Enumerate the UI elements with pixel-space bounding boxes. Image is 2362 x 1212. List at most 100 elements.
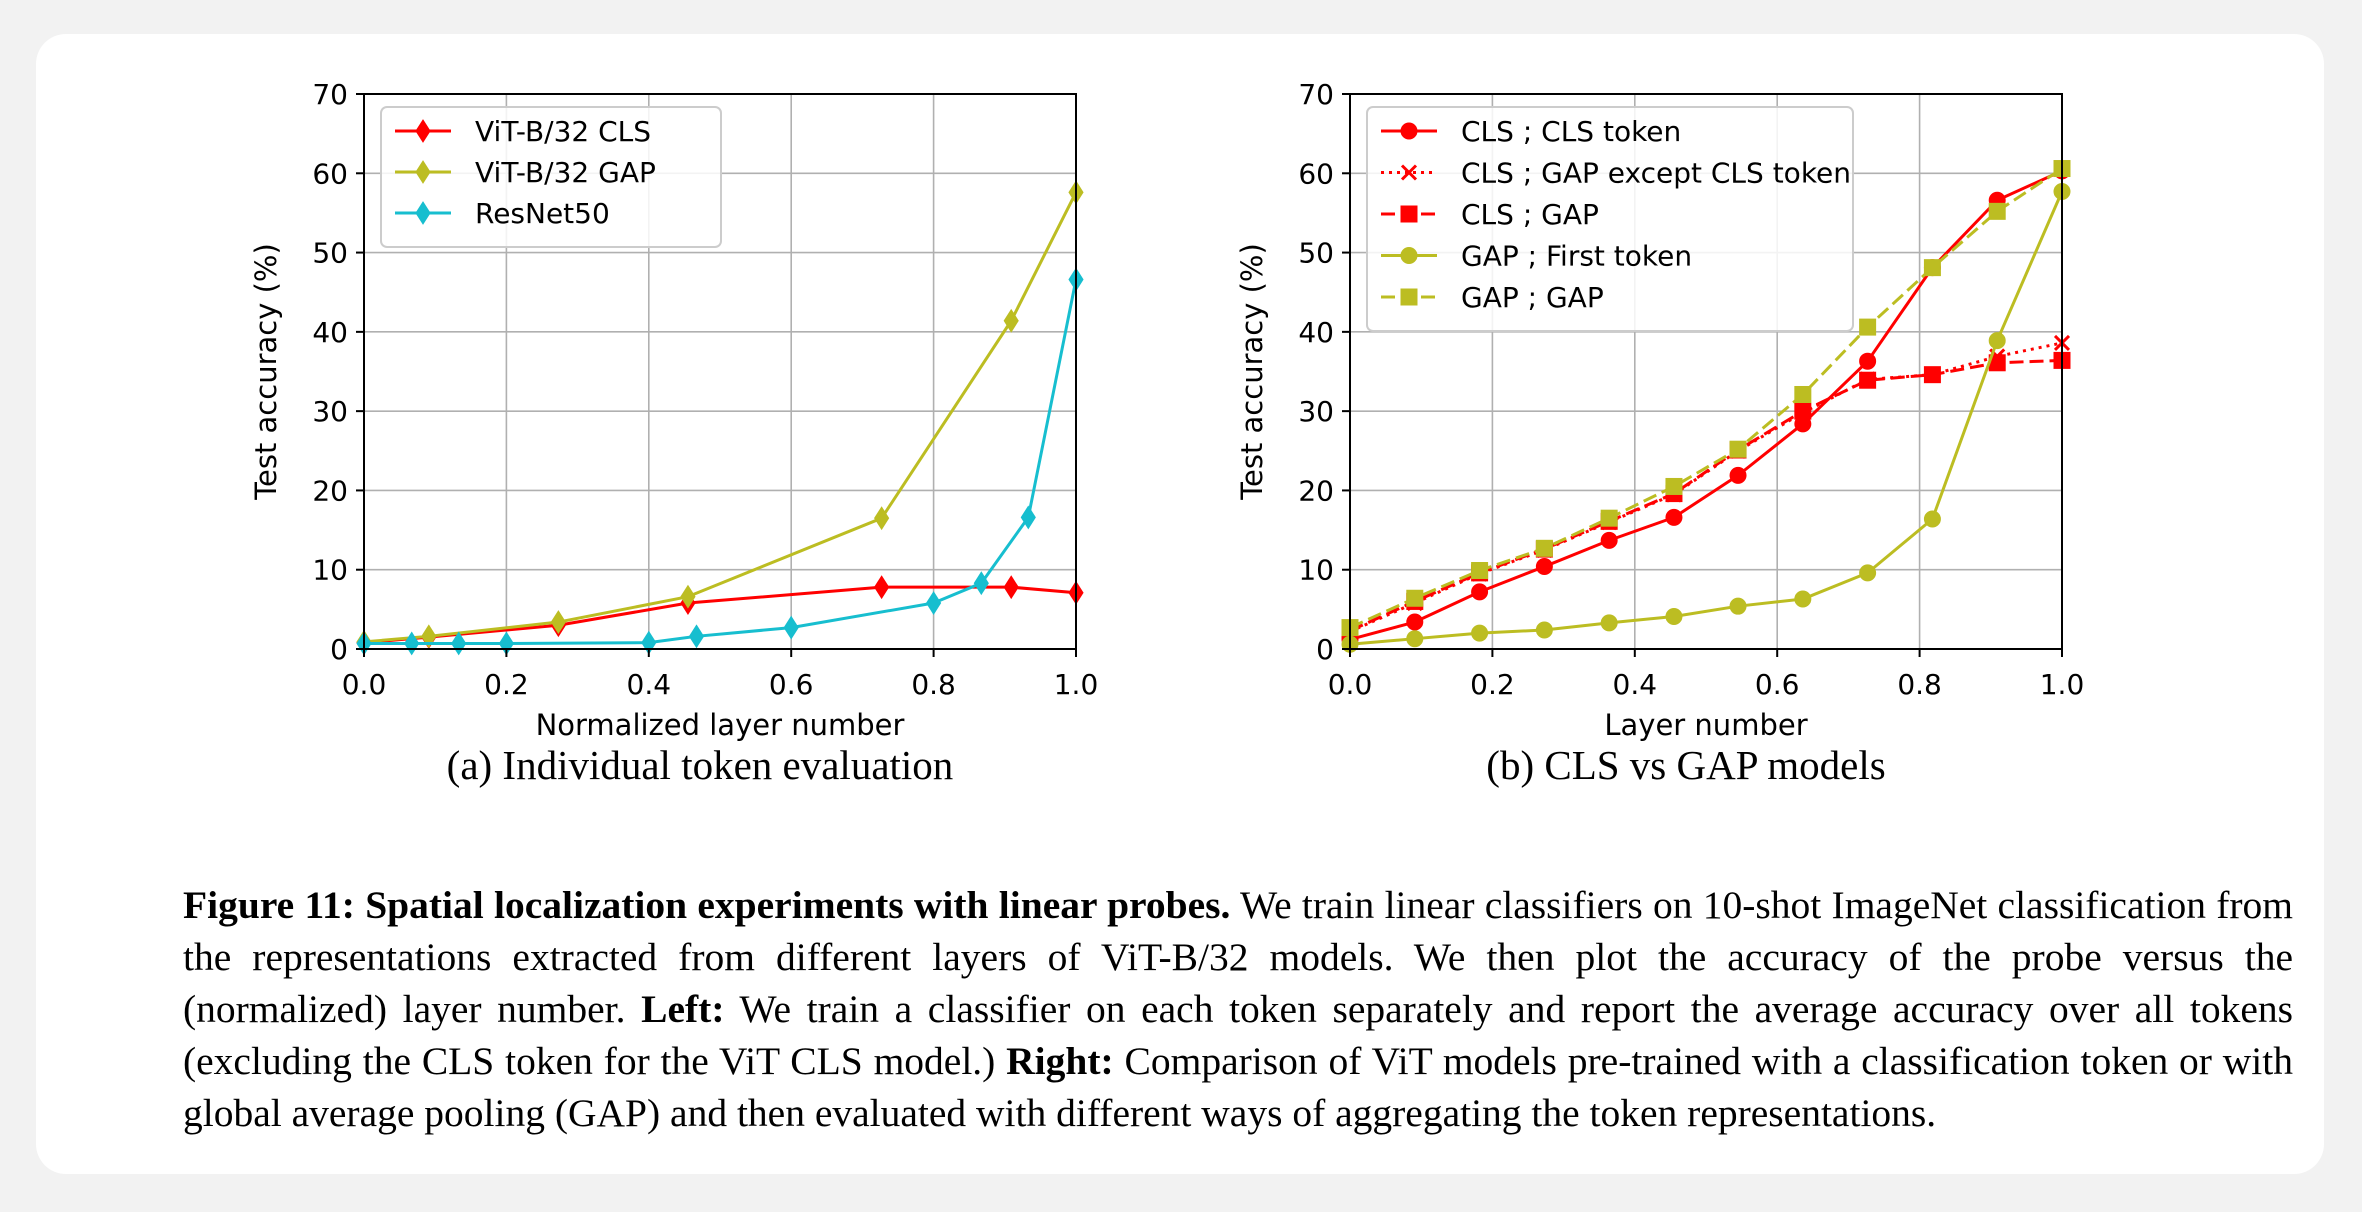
data-point (1665, 508, 1683, 526)
figure-caption: Figure 11: Spatial localization experime… (183, 879, 2293, 1139)
y-tick-label: 30 (1298, 395, 1334, 428)
legend-marker (1400, 122, 1418, 140)
x-tick-label: 0.2 (1470, 668, 1515, 701)
caption-right-label: Right: (1006, 1039, 1114, 1083)
legend-label: CLS ; CLS token (1461, 115, 1681, 148)
series-3 (1341, 183, 2071, 653)
subcaption: (b) CLS vs GAP models (1486, 742, 1885, 788)
legend-label: ResNet50 (475, 197, 610, 230)
legend-marker (415, 160, 431, 184)
data-point (1471, 624, 1489, 642)
data-point (1988, 202, 2006, 220)
y-tick-label: 10 (312, 554, 348, 587)
data-point (1859, 352, 1877, 370)
y-tick-label: 20 (312, 474, 348, 507)
y-tick-label: 60 (312, 157, 348, 190)
data-point (973, 571, 989, 596)
legend: ViT-B/32 CLS ViT-B/32 GAP ResNet50 (380, 106, 722, 248)
x-axis-label: Normalized layer number (536, 708, 905, 742)
data-point (1923, 259, 1941, 277)
legend-marker (1400, 164, 1418, 181)
y-tick-label: 40 (1298, 316, 1334, 349)
y-tick-label: 10 (1298, 554, 1334, 587)
data-point (1923, 510, 1941, 528)
y-tick-label: 70 (1298, 78, 1334, 111)
data-point (1406, 589, 1424, 607)
x-tick-label: 0.0 (1328, 668, 1373, 701)
caption-text-3: Comparison of ViT models pre-trained wit… (183, 1039, 2294, 1135)
data-point (550, 610, 566, 634)
legend-marker (1400, 288, 1418, 306)
series-2 (356, 267, 1084, 656)
data-point (1020, 505, 1036, 530)
data-point (1600, 531, 1618, 549)
data-point (1859, 564, 1877, 582)
data-point (1535, 558, 1553, 576)
y-tick-label: 30 (312, 395, 348, 428)
data-point (1535, 621, 1553, 639)
data-point (404, 631, 420, 656)
legend-label: GAP ; First token (1461, 240, 1692, 273)
data-point (1003, 308, 1019, 333)
y-axis-label: Test accuracy (%) (1235, 243, 1269, 501)
data-point (1003, 575, 1019, 600)
series-1 (1341, 334, 2071, 640)
data-point (680, 584, 696, 609)
legend-label: ViT-B/32 GAP (475, 156, 656, 189)
y-tick-label: 60 (1298, 157, 1334, 190)
x-tick-label: 0.8 (1897, 668, 1942, 701)
y-tick-label: 40 (312, 316, 348, 349)
data-point (1600, 614, 1618, 632)
y-axis-label: Test accuracy (%) (249, 243, 283, 501)
data-point (783, 615, 799, 640)
data-point (1665, 607, 1683, 625)
data-point (1988, 332, 2006, 350)
caption-title: Spatial localization experiments with li… (365, 883, 1231, 927)
caption-label: Figure 11: (183, 883, 355, 927)
data-point (874, 575, 890, 600)
subcaption: (a) Individual token evaluation (447, 742, 954, 788)
x-tick-label: 0.8 (911, 668, 956, 701)
y-tick-label: 50 (312, 237, 348, 270)
data-point (1794, 590, 1812, 608)
caption-text-2: We train a classifier on each token sepa… (183, 987, 2293, 1083)
series-4 (1341, 160, 2071, 637)
legend-marker (415, 119, 431, 143)
series-line (1349, 358, 2063, 633)
data-point (1471, 583, 1489, 601)
figure-card: 0.0 0.2 0.4 0.6 0.8 1.0 0 10 20 30 40 50 60 70 Normali… (36, 34, 2324, 1174)
data-point (1794, 402, 1812, 420)
legend-label: GAP ; GAP (1461, 281, 1604, 314)
axes-frame (363, 93, 1077, 650)
x-tick-label: 0.0 (342, 668, 387, 701)
axes-frame (1349, 93, 2063, 650)
y-tick-label: 0 (330, 633, 348, 666)
x-axis-label: Layer number (1604, 708, 1807, 742)
data-point (1600, 509, 1618, 527)
legend-label: CLS ; GAP (1461, 198, 1599, 231)
legend-label: ViT-B/32 CLS (475, 115, 651, 148)
data-point (1729, 440, 1747, 458)
data-point (874, 506, 890, 531)
legend: CLS ; CLS token CLS ; GAP except CLS toke… (1366, 106, 1854, 332)
caption-text-1: We train linear classifiers on 10-shot I… (183, 883, 2294, 1031)
legend-marker (1400, 205, 1418, 223)
data-point (421, 624, 437, 649)
data-point (688, 624, 705, 649)
x-tick-label: 0.4 (1613, 668, 1658, 701)
data-point (1923, 366, 1941, 384)
data-point (1406, 613, 1424, 631)
data-point (1535, 539, 1553, 557)
data-point (1406, 630, 1424, 648)
y-tick-label: 20 (1298, 474, 1334, 507)
series-1 (356, 180, 1084, 654)
data-point (1859, 371, 1877, 389)
legend-label: CLS ; GAP except CLS token (1461, 157, 1851, 190)
series-line (363, 191, 1078, 644)
x-tick-label: 0.4 (627, 668, 672, 701)
x-tick-label: 0.2 (484, 668, 529, 701)
y-tick-label: 70 (312, 78, 348, 111)
y-tick-label: 50 (1298, 237, 1334, 270)
legend-box (1366, 106, 1854, 332)
chart-panel-b: 0.0 0.2 0.4 0.6 0.8 1.0 0 10 20 30 40 50 60 70 Layer n… (1235, 78, 2084, 788)
